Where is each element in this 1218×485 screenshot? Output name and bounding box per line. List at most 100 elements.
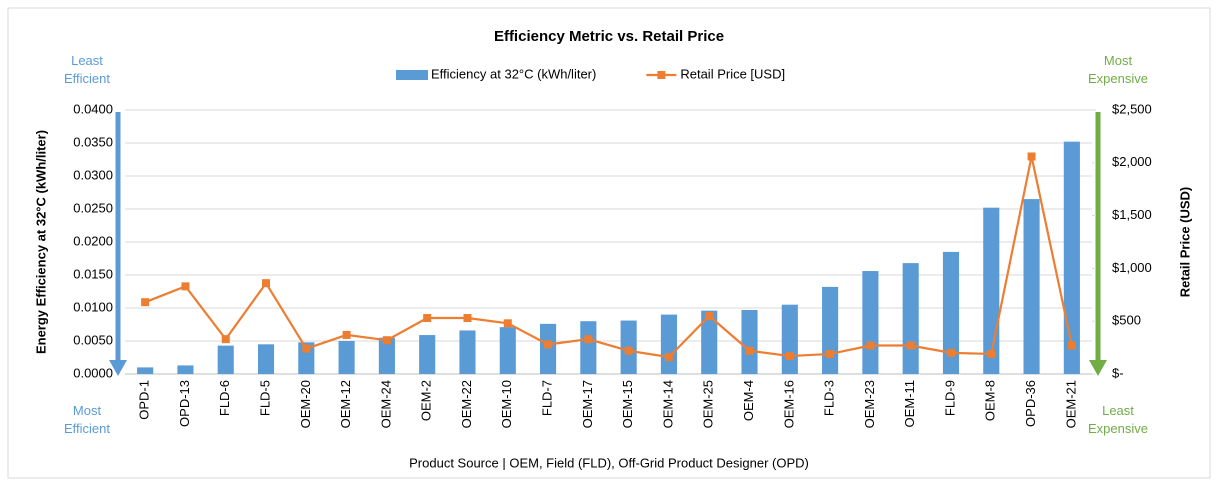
y-tick-label: 0.0000 xyxy=(73,365,113,380)
y-tick-label: 0.0400 xyxy=(73,101,113,116)
point xyxy=(463,314,472,323)
annotation: Most Expensive xyxy=(1088,53,1148,86)
x-tick-label: OEM-8 xyxy=(983,380,998,421)
y-tick-label: 0.0200 xyxy=(73,233,113,248)
x-tick-label: FLD-9 xyxy=(942,380,957,416)
point xyxy=(302,344,311,353)
point xyxy=(624,346,633,355)
x-tick-label: OEM-17 xyxy=(580,380,595,428)
bar xyxy=(217,345,234,374)
x-tick-label: OEM-21 xyxy=(1063,380,1078,428)
x-tick-label: OEM-12 xyxy=(338,380,353,428)
point xyxy=(1027,152,1036,161)
bar xyxy=(902,263,919,374)
bar xyxy=(137,367,154,374)
x-tick-label: OEM-25 xyxy=(701,380,716,428)
x-tick-label: OEM-11 xyxy=(902,380,917,427)
y-tick-label: 0.0100 xyxy=(73,299,113,314)
y2-tick-label: $1,000 xyxy=(1112,260,1152,275)
x-tick-label: FLD-6 xyxy=(217,380,232,416)
x-tick-label: OEM-14 xyxy=(660,380,675,428)
bar xyxy=(1023,199,1040,374)
y-tick-label: 0.0300 xyxy=(73,167,113,182)
x-axis-title: Product Source | OEM, Field (FLD), Off-G… xyxy=(409,455,809,470)
annotation: Least Expensive xyxy=(1088,403,1148,436)
bar xyxy=(822,286,839,374)
x-tick-label: FLD-5 xyxy=(257,380,272,416)
point xyxy=(987,349,996,358)
y2-tick-label: $2,000 xyxy=(1112,154,1152,169)
point xyxy=(1067,341,1076,350)
y2-tick-label: $1,500 xyxy=(1112,207,1152,222)
point xyxy=(544,340,553,349)
bar xyxy=(499,327,516,374)
x-tick-label: OEM-23 xyxy=(862,380,877,428)
bar xyxy=(459,330,476,374)
legend-label: Retail Price [USD] xyxy=(680,66,785,81)
point xyxy=(664,353,673,362)
point xyxy=(262,279,271,288)
bar xyxy=(540,323,557,374)
chart-border xyxy=(7,7,1211,479)
bar xyxy=(1063,141,1080,374)
bar xyxy=(781,304,798,374)
y2-axis-title: Retail Price (USD) xyxy=(1177,187,1192,298)
point xyxy=(342,330,351,339)
x-tick-label: OEM-16 xyxy=(781,380,796,428)
x-tick-label: OPD-36 xyxy=(1023,380,1038,427)
bar xyxy=(660,314,677,374)
x-tick-label: FLD-3 xyxy=(822,380,837,416)
x-tick-label: OEM-22 xyxy=(459,380,474,428)
y-axis-title: Energy Efficiency at 32°C (kWh/liter) xyxy=(33,130,48,354)
bar xyxy=(298,342,315,374)
y2-tick-label: $500 xyxy=(1112,313,1141,328)
y-tick-label: 0.0250 xyxy=(73,200,113,215)
x-tick-label: OPD-13 xyxy=(177,380,192,427)
x-tick-label: OPD-1 xyxy=(137,380,152,420)
bar xyxy=(338,341,355,374)
annotation: Most Efficient xyxy=(63,403,110,436)
point xyxy=(946,348,955,357)
annotation: Least Efficient xyxy=(63,53,110,86)
x-tick-label: FLD-7 xyxy=(540,380,555,416)
bar xyxy=(257,344,275,374)
x-tick-label: OEM-4 xyxy=(741,380,756,421)
price-line xyxy=(144,156,1073,359)
y-tick-label: 0.0150 xyxy=(73,266,113,281)
bar xyxy=(580,321,597,374)
legend-swatch xyxy=(396,70,428,80)
bar xyxy=(177,365,194,374)
x-tick-label: OEM-15 xyxy=(620,380,635,428)
x-tick-label: OEM-2 xyxy=(419,380,434,421)
legend-label: Efficiency at 32°C (kWh/liter) xyxy=(431,66,596,81)
point xyxy=(826,349,835,358)
bar xyxy=(942,251,960,374)
bar xyxy=(701,310,718,374)
y-tick-label: 0.0350 xyxy=(73,134,113,149)
point xyxy=(705,311,714,320)
point xyxy=(745,346,754,355)
bar xyxy=(419,335,436,374)
legend-swatch-marker xyxy=(657,71,666,79)
point xyxy=(866,341,875,350)
x-tick-label: OEM-10 xyxy=(499,380,514,428)
point xyxy=(382,336,391,345)
point xyxy=(181,282,190,291)
point xyxy=(906,341,915,350)
y-tick-label: 0.0050 xyxy=(73,332,113,347)
point xyxy=(503,319,512,328)
point xyxy=(584,335,593,344)
x-tick-label: OEM-20 xyxy=(298,380,313,428)
point xyxy=(785,352,794,361)
y2-tick-label: $2,500 xyxy=(1112,101,1152,116)
bar xyxy=(741,309,758,374)
y2-tick-label: $- xyxy=(1112,365,1124,380)
bar xyxy=(378,337,395,374)
point xyxy=(423,314,432,323)
point xyxy=(221,335,230,344)
efficiency-arrow-head xyxy=(109,360,127,376)
bar xyxy=(862,271,879,374)
x-tick-label: OEM-24 xyxy=(378,380,393,428)
